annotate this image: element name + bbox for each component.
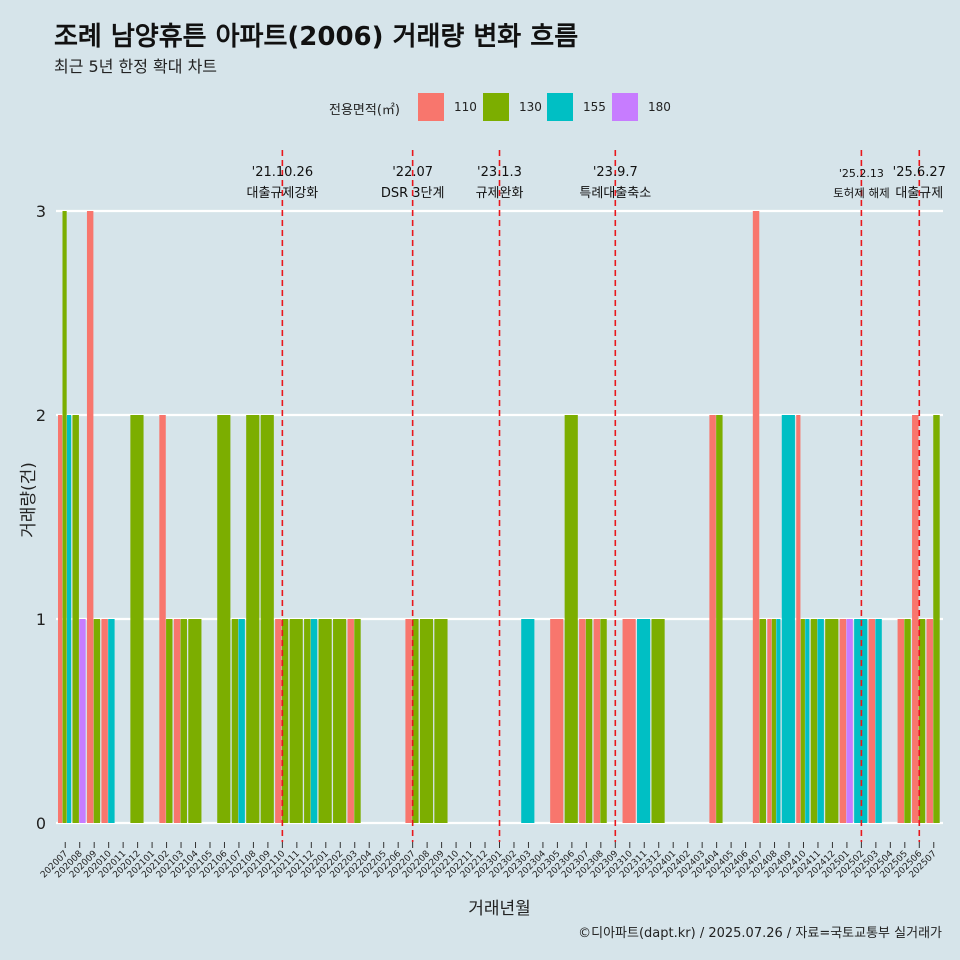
bar-202410-130 bbox=[800, 619, 805, 823]
bar-202012-130 bbox=[130, 415, 144, 823]
bar-202308-110 bbox=[593, 619, 601, 823]
bar-202503-110 bbox=[868, 619, 876, 823]
bar-202106-130 bbox=[217, 415, 231, 823]
bar-202102-130 bbox=[166, 619, 173, 823]
y-tick-label: 1 bbox=[36, 610, 46, 629]
legend-swatch-110 bbox=[418, 93, 444, 121]
bar-202203-110 bbox=[347, 619, 354, 823]
bar-202506-110 bbox=[912, 415, 919, 823]
bar-202412-130 bbox=[825, 619, 839, 823]
legend-swatch-180 bbox=[612, 93, 638, 121]
bar-202308-130 bbox=[600, 619, 607, 823]
bar-202103-130 bbox=[180, 619, 187, 823]
bar-202505-110 bbox=[897, 619, 905, 823]
chart-title: 조례 남양휴튼 아파트(2006) 거래량 변화 흐름 bbox=[54, 22, 579, 52]
bar-202404-110 bbox=[709, 415, 716, 823]
bar-202201-130 bbox=[318, 619, 332, 823]
legend-title: 전용면적(㎡) bbox=[329, 103, 400, 118]
bar-202207-110 bbox=[405, 619, 412, 823]
annotation-label-202110: 대출규제강화 bbox=[246, 186, 318, 201]
y-tick-label: 3 bbox=[36, 202, 46, 221]
bar-202501-110 bbox=[839, 619, 847, 823]
bar-202410-155 bbox=[805, 619, 810, 823]
bar-202408-130 bbox=[771, 619, 776, 823]
bar-202307-110 bbox=[579, 619, 586, 823]
bar-202407-110 bbox=[752, 211, 760, 823]
legend-swatch-130 bbox=[483, 93, 509, 121]
annotation-label-202207: DSR 3단계 bbox=[381, 186, 445, 201]
bar-202408-155 bbox=[776, 619, 781, 823]
bar-202207-130 bbox=[412, 619, 419, 823]
footer-credit: ©디아파트(dapt.kr) / 2025.07.26 / 자료=국토교통부 실… bbox=[578, 926, 942, 941]
bar-202007-155 bbox=[66, 415, 72, 823]
bar-202209-130 bbox=[434, 619, 448, 823]
annotation-date-202502: '25.2.13 bbox=[839, 167, 884, 180]
bar-202407-130 bbox=[759, 619, 766, 823]
bar-202303-155 bbox=[521, 619, 535, 823]
bar-202103-110 bbox=[173, 619, 181, 823]
bar-202411-155 bbox=[817, 619, 824, 823]
bar-202007-110 bbox=[58, 415, 63, 823]
annotation-date-202301: '23.1.3 bbox=[477, 165, 522, 180]
bar-202111-130 bbox=[289, 619, 303, 823]
bar-202404-130 bbox=[716, 415, 723, 823]
bar-202109-130 bbox=[260, 415, 274, 823]
chart-subtitle: 최근 5년 한정 확대 차트 bbox=[54, 57, 218, 76]
bar-202104-130 bbox=[188, 619, 202, 823]
bar-202009-110 bbox=[86, 211, 94, 823]
y-axis-title: 거래량(건) bbox=[19, 462, 39, 538]
bar-202208-130 bbox=[419, 619, 434, 823]
annotation-date-202110: '21.10.26 bbox=[252, 165, 313, 180]
bar-202112-130 bbox=[304, 619, 311, 823]
bar-202408-110 bbox=[767, 619, 772, 823]
bar-202506-130 bbox=[918, 619, 926, 823]
legend: 전용면적(㎡) 110 130 155 180 bbox=[0, 93, 960, 121]
legend-label-155: 155 bbox=[583, 100, 606, 114]
legend-label-180: 180 bbox=[648, 100, 671, 114]
bar-202505-130 bbox=[904, 619, 911, 823]
bar-202008-180 bbox=[79, 619, 86, 823]
bar-202307-130 bbox=[585, 619, 593, 823]
annotation-label-202309: 특례대출축소 bbox=[579, 186, 651, 201]
bar-202305-110 bbox=[550, 619, 564, 823]
bar-202010-155 bbox=[108, 619, 115, 823]
bar-202203-130 bbox=[354, 619, 361, 823]
bar-202507-130 bbox=[933, 415, 940, 823]
bar-202010-110 bbox=[101, 619, 108, 823]
bar-202110-110 bbox=[275, 619, 282, 823]
annotation-label-202502: 토허제 해제 bbox=[833, 186, 890, 200]
annotation-date-202207: '22.07 bbox=[392, 165, 433, 180]
bar-202410-110 bbox=[796, 415, 801, 823]
annotation-date-202506: '25.6.27 bbox=[893, 165, 946, 180]
bar-202312-130 bbox=[651, 619, 665, 823]
annotation-date-202309: '23.9.7 bbox=[593, 165, 638, 180]
bar-202009-130 bbox=[93, 619, 101, 823]
y-tick-label: 0 bbox=[36, 814, 46, 833]
bar-202503-155 bbox=[875, 619, 882, 823]
bar-202007-130 bbox=[62, 211, 67, 823]
legend-label-110: 110 bbox=[454, 100, 477, 114]
bar-202306-130 bbox=[564, 415, 578, 823]
legend-label-130: 130 bbox=[519, 100, 542, 114]
bar-202411-130 bbox=[810, 619, 818, 823]
legend-swatch-155 bbox=[547, 93, 573, 121]
bar-202107-155 bbox=[238, 619, 245, 823]
bar-202501-180 bbox=[846, 619, 853, 823]
y-tick-label: 2 bbox=[36, 406, 46, 425]
bar-202112-155 bbox=[310, 619, 318, 823]
bar-202108-130 bbox=[246, 415, 260, 823]
bar-202102-110 bbox=[159, 415, 166, 823]
annotation-label-202506: 대출규제 bbox=[895, 186, 943, 201]
bar-202202-130 bbox=[333, 619, 347, 823]
bar-202409-155 bbox=[781, 415, 795, 823]
x-axis-title: 거래년월 bbox=[468, 899, 531, 919]
bar-202507-110 bbox=[926, 619, 933, 823]
bar-202107-130 bbox=[231, 619, 239, 823]
annotation-label-202301: 규제완화 bbox=[476, 186, 524, 201]
bar-202008-130 bbox=[72, 415, 79, 823]
bar-202311-155 bbox=[637, 619, 651, 823]
bar-202110-130 bbox=[281, 619, 289, 823]
bar-202310-110 bbox=[622, 619, 636, 823]
